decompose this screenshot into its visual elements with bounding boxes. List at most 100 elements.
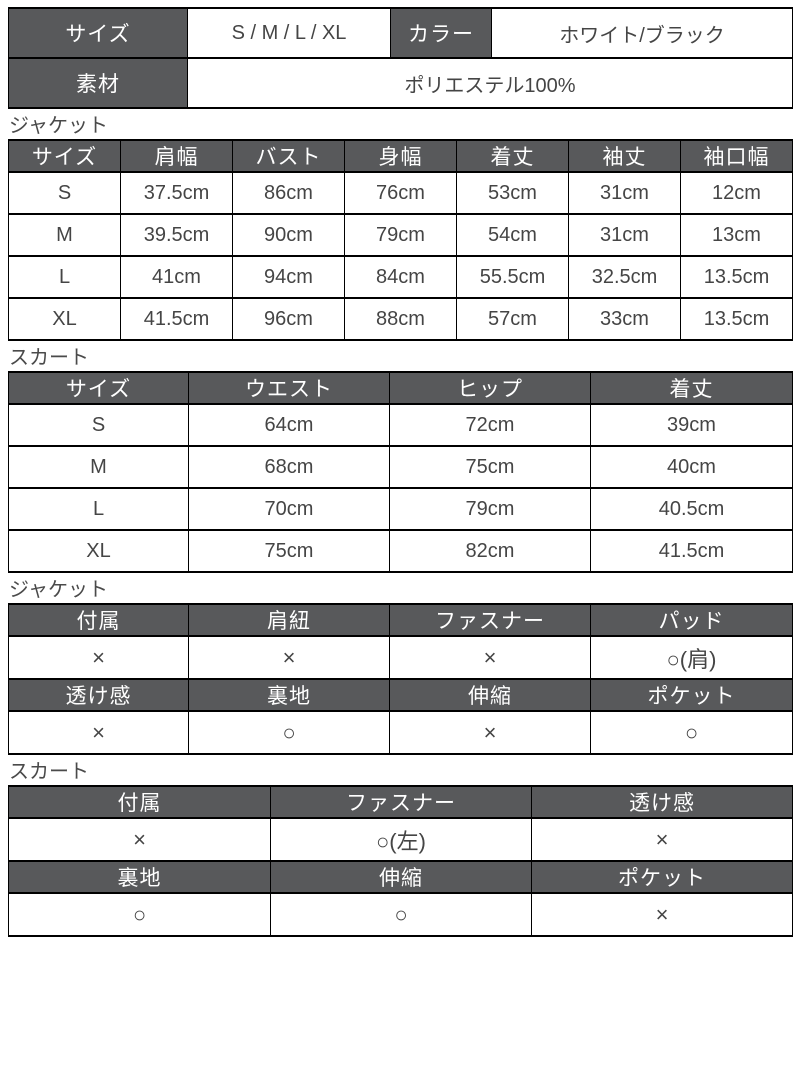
- jacket-details-header-cell: 伸縮: [389, 678, 591, 712]
- skirt-size-row-xl: XL 75cm 82cm 41.5cm: [8, 529, 793, 573]
- skirt-size-cell: 40.5cm: [590, 487, 793, 531]
- skirt-details-header-cell: ファスナー: [270, 785, 532, 819]
- skirt-size-cell: 64cm: [188, 403, 390, 447]
- skirt-details-value-row-1: × ○(左) ×: [8, 817, 793, 862]
- jacket-details-value-cell: ×: [8, 635, 189, 680]
- jacket-size-cell: 76cm: [344, 171, 457, 215]
- jacket-size-cell: 37.5cm: [120, 171, 233, 215]
- jacket-details-value-cell: ×: [389, 710, 591, 755]
- skirt-size-cell: 40cm: [590, 445, 793, 489]
- skirt-size-row-s: S 64cm 72cm 39cm: [8, 403, 793, 447]
- jacket-size-header-cell: 袖丈: [568, 139, 681, 173]
- jacket-details-header-cell: ポケット: [590, 678, 793, 712]
- jacket-size-header-row: サイズ 肩幅 バスト 身幅 着丈 袖丈 袖口幅: [8, 139, 793, 173]
- info-row-size-color: サイズ S / M / L / XL カラー ホワイト/ブラック: [8, 7, 793, 59]
- skirt-details-value-row-2: ○ ○ ×: [8, 892, 793, 937]
- jacket-size-cell: 12cm: [680, 171, 793, 215]
- jacket-size-cell: 13cm: [680, 213, 793, 257]
- jacket-details-value-cell: ×: [188, 635, 390, 680]
- skirt-size-cell: 68cm: [188, 445, 390, 489]
- skirt-size-table: サイズ ウエスト ヒップ 着丈 S 64cm 72cm 39cm M 68cm …: [8, 371, 793, 573]
- jacket-size-row-s: S 37.5cm 86cm 76cm 53cm 31cm 12cm: [8, 171, 793, 215]
- skirt-size-row-l: L 70cm 79cm 40.5cm: [8, 487, 793, 531]
- info-size-value-cell: S / M / L / XL: [187, 7, 391, 59]
- skirt-details-value-cell: ○: [8, 892, 271, 937]
- skirt-size-cell: 39cm: [590, 403, 793, 447]
- jacket-details-value-row-1: × × × ○(肩): [8, 635, 793, 680]
- jacket-size-cell: S: [8, 171, 121, 215]
- info-material-value-cell: ポリエステル100%: [187, 57, 793, 109]
- jacket-size-cell: L: [8, 255, 121, 299]
- info-color-header-cell: カラー: [390, 7, 492, 59]
- jacket-size-cell: 84cm: [344, 255, 457, 299]
- jacket-size-cell: 32.5cm: [568, 255, 681, 299]
- jacket-size-cell: 96cm: [232, 297, 345, 341]
- jacket-details-section-label: ジャケット: [9, 579, 108, 601]
- skirt-details-header-cell: 付属: [8, 785, 271, 819]
- jacket-size-cell: 41cm: [120, 255, 233, 299]
- skirt-size-cell: 75cm: [389, 445, 591, 489]
- skirt-size-row-m: M 68cm 75cm 40cm: [8, 445, 793, 489]
- info-table: サイズ S / M / L / XL カラー ホワイト/ブラック 素材 ポリエス…: [8, 7, 793, 109]
- jacket-details-header-cell: 肩紐: [188, 603, 390, 637]
- skirt-size-header-cell: 着丈: [590, 371, 793, 405]
- jacket-details-header-cell: ファスナー: [389, 603, 591, 637]
- jacket-size-row-xl: XL 41.5cm 96cm 88cm 57cm 33cm 13.5cm: [8, 297, 793, 341]
- jacket-size-cell: 90cm: [232, 213, 345, 257]
- jacket-details-header-cell: 付属: [8, 603, 189, 637]
- jacket-size-header-cell: 肩幅: [120, 139, 233, 173]
- skirt-size-header-row: サイズ ウエスト ヒップ 着丈: [8, 371, 793, 405]
- info-row-material: 素材 ポリエステル100%: [8, 57, 793, 109]
- jacket-size-cell: 54cm: [456, 213, 569, 257]
- jacket-details-value-row-2: × ○ × ○: [8, 710, 793, 755]
- jacket-details-value-cell: ○(肩): [590, 635, 793, 680]
- jacket-size-section-label: ジャケット: [9, 115, 108, 137]
- jacket-size-header-cell: 袖口幅: [680, 139, 793, 173]
- skirt-details-value-cell: ×: [531, 892, 793, 937]
- jacket-size-cell: 41.5cm: [120, 297, 233, 341]
- jacket-details-header-cell: パッド: [590, 603, 793, 637]
- skirt-details-value-cell: ×: [8, 817, 271, 862]
- skirt-size-cell: XL: [8, 529, 189, 573]
- jacket-details-value-cell: ○: [188, 710, 390, 755]
- size-spec-sheet: サイズ S / M / L / XL カラー ホワイト/ブラック 素材 ポリエス…: [8, 7, 793, 937]
- jacket-details-header-row-1: 付属 肩紐 ファスナー パッド: [8, 603, 793, 637]
- jacket-size-cell: 57cm: [456, 297, 569, 341]
- info-size-header-cell: サイズ: [8, 7, 188, 59]
- jacket-size-cell: 39.5cm: [120, 213, 233, 257]
- jacket-size-header-cell: 着丈: [456, 139, 569, 173]
- skirt-details-header-cell: 透け感: [531, 785, 793, 819]
- skirt-size-cell: M: [8, 445, 189, 489]
- skirt-details-header-row-1: 付属 ファスナー 透け感: [8, 785, 793, 819]
- skirt-details-header-cell: 裏地: [8, 860, 271, 894]
- skirt-details-value-cell: ×: [531, 817, 793, 862]
- jacket-size-cell: 13.5cm: [680, 297, 793, 341]
- skirt-details-value-cell: ○: [270, 892, 532, 937]
- jacket-size-cell: 53cm: [456, 171, 569, 215]
- jacket-details-header-cell: 透け感: [8, 678, 189, 712]
- jacket-size-row-l: L 41cm 94cm 84cm 55.5cm 32.5cm 13.5cm: [8, 255, 793, 299]
- skirt-details-value-cell: ○(左): [270, 817, 532, 862]
- info-material-header-cell: 素材: [8, 57, 188, 109]
- jacket-size-cell: XL: [8, 297, 121, 341]
- skirt-size-cell: S: [8, 403, 189, 447]
- jacket-size-cell: 55.5cm: [456, 255, 569, 299]
- jacket-details-value-cell: ○: [590, 710, 793, 755]
- skirt-size-header-cell: ヒップ: [389, 371, 591, 405]
- info-color-value-cell: ホワイト/ブラック: [491, 7, 793, 59]
- jacket-details-header-row-2: 透け感 裏地 伸縮 ポケット: [8, 678, 793, 712]
- jacket-size-header-cell: 身幅: [344, 139, 457, 173]
- skirt-size-cell: 70cm: [188, 487, 390, 531]
- skirt-details-table: 付属 ファスナー 透け感 × ○(左) × 裏地 伸縮 ポケット ○ ○ ×: [8, 785, 793, 937]
- jacket-size-cell: 86cm: [232, 171, 345, 215]
- jacket-size-cell: M: [8, 213, 121, 257]
- jacket-size-header-cell: サイズ: [8, 139, 121, 173]
- skirt-details-header-cell: 伸縮: [270, 860, 532, 894]
- jacket-details-header-cell: 裏地: [188, 678, 390, 712]
- jacket-size-cell: 94cm: [232, 255, 345, 299]
- jacket-size-cell: 79cm: [344, 213, 457, 257]
- skirt-size-cell: 82cm: [389, 529, 591, 573]
- skirt-size-cell: 41.5cm: [590, 529, 793, 573]
- skirt-details-header-cell: ポケット: [531, 860, 793, 894]
- jacket-details-value-cell: ×: [8, 710, 189, 755]
